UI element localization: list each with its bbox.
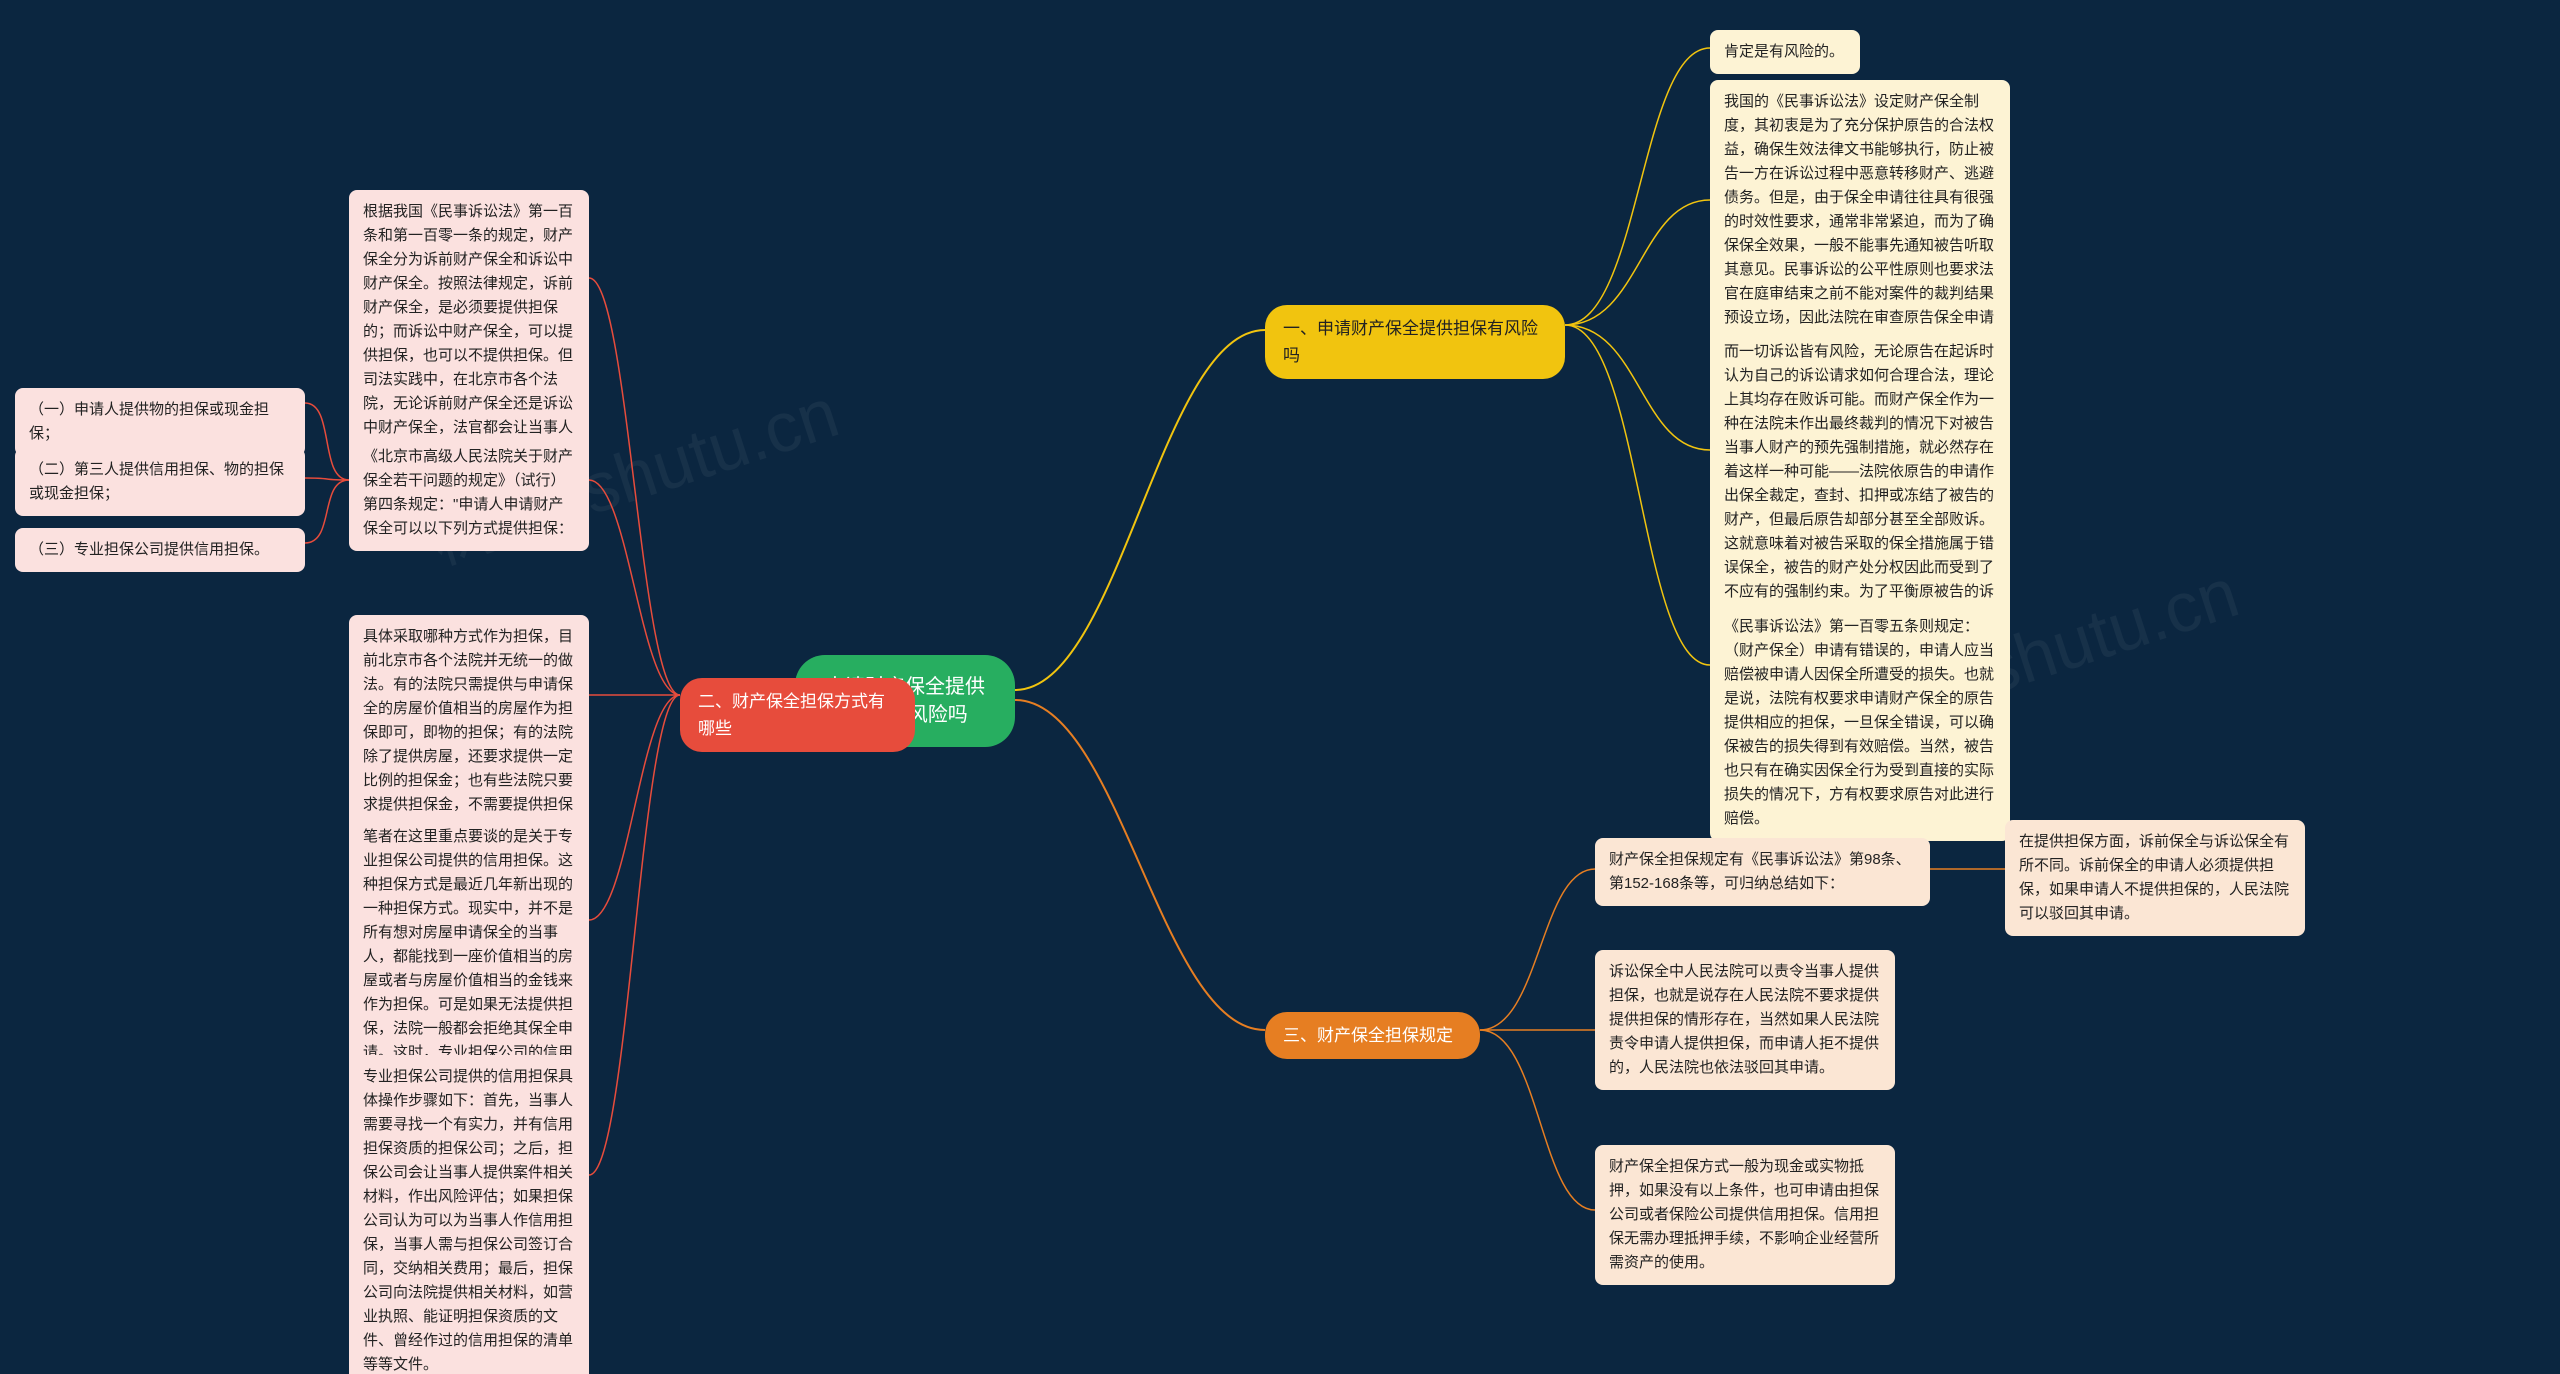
leaf-text: （一）申请人提供物的担保或现金担保；	[29, 401, 269, 442]
leaf-three-1: 诉讼保全中人民法院可以责令当事人提供担保，也就是说存在人民法院不要求提供提供担保…	[1595, 950, 1895, 1090]
branch-two: 二、财产保全担保方式有哪些	[680, 678, 915, 752]
leaf-text: 具体采取哪种方式作为担保，目前北京市各个法院并无统一的做法。有的法院只需提供与申…	[363, 628, 573, 837]
leaf-two-1: 《北京市高级人民法院关于财产保全若干问题的规定》（试行）第四条规定："申请人申请…	[349, 435, 589, 551]
leaf-text: 财产保全担保规定有《民事诉讼法》第98条、第152-168条等，可归纳总结如下：	[1609, 851, 1911, 892]
leaf-one-0: 肯定是有风险的。	[1710, 30, 1860, 74]
leaf-three-0: 在提供担保方面，诉前保全与诉讼保全有所不同。诉前保全的申请人必须提供担保，如果申…	[2005, 820, 2305, 936]
leaf-two-4: 专业担保公司提供的信用担保具体操作步骤如下：首先，当事人需要寻找一个有实力，并有…	[349, 1055, 589, 1374]
leaf-text: （三）专业担保公司提供信用担保。	[29, 541, 269, 558]
leaf-text: 《北京市高级人民法院关于财产保全若干问题的规定》（试行）第四条规定："申请人申请…	[363, 448, 573, 537]
sub-leaf-0: （一）申请人提供物的担保或现金担保；	[15, 388, 305, 456]
sub-leaf-2: （三）专业担保公司提供信用担保。	[15, 528, 305, 572]
branch-one: 一、申请财产保全提供担保有风险 吗	[1265, 305, 1565, 379]
leaf-three-intro: 财产保全担保规定有《民事诉讼法》第98条、第152-168条等，可归纳总结如下：	[1595, 838, 1930, 906]
leaf-text: （二）第三人提供信用担保、物的担保或现金担保；	[29, 461, 284, 502]
leaf-text: 《民事诉讼法》第一百零五条则规定：（财产保全）申请有错误的，申请人应当赔偿被申请…	[1724, 618, 1994, 827]
leaf-text: 专业担保公司提供的信用担保具体操作步骤如下：首先，当事人需要寻找一个有实力，并有…	[363, 1068, 573, 1373]
leaf-one-3: 《民事诉讼法》第一百零五条则规定：（财产保全）申请有错误的，申请人应当赔偿被申请…	[1710, 605, 2010, 841]
leaf-three-2: 财产保全担保方式一般为现金或实物抵押，如果没有以上条件，也可申请由担保公司或者保…	[1595, 1145, 1895, 1285]
branch-three: 三、财产保全担保规定	[1265, 1012, 1480, 1059]
leaf-text: 肯定是有风险的。	[1724, 43, 1844, 60]
leaf-two-0: 根据我国《民事诉讼法》第一百条和第一百零一条的规定，财产保全分为诉前财产保全和诉…	[349, 190, 589, 474]
leaf-text: 在提供担保方面，诉前保全与诉讼保全有所不同。诉前保全的申请人必须提供担保，如果申…	[2019, 833, 2289, 922]
leaf-text: 财产保全担保方式一般为现金或实物抵押，如果没有以上条件，也可申请由担保公司或者保…	[1609, 1158, 1879, 1271]
leaf-text: 诉讼保全中人民法院可以责令当事人提供担保，也就是说存在人民法院不要求提供提供担保…	[1609, 963, 1879, 1076]
branch-three-label: 三、财产保全担保规定	[1283, 1026, 1453, 1045]
sub-leaf-1: （二）第三人提供信用担保、物的担保或现金担保；	[15, 448, 305, 516]
branch-two-label: 二、财产保全担保方式有哪些	[698, 692, 885, 738]
leaf-text: 根据我国《民事诉讼法》第一百条和第一百零一条的规定，财产保全分为诉前财产保全和诉…	[363, 203, 573, 460]
branch-one-label: 一、申请财产保全提供担保有风险 吗	[1283, 319, 1538, 365]
